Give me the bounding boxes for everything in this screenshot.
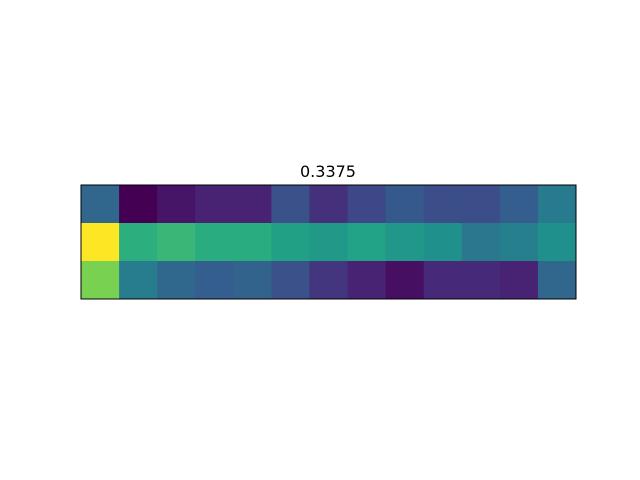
heatmap-cell-r1-c1 [119,223,158,262]
heatmap-cell-r1-c4 [233,223,272,262]
heatmap-cell-r1-c5 [271,223,310,262]
heatmap-cell-r0-c8 [385,185,425,224]
chart-title: 0.3375 [300,162,356,181]
heatmap-cell-r1-c8 [385,223,425,262]
heatmap-cell-r2-c9 [423,261,463,300]
heatmap-cell-r1-c0 [81,223,120,262]
heatmap-cell-r2-c3 [195,261,234,300]
heatmap-cell-r2-c4 [233,261,272,300]
heatmap-cell-r0-c3 [195,185,234,224]
heatmap-cell-r1-c7 [347,223,387,262]
heatmap-cell-r1-c2 [157,223,196,262]
heatmap-cell-r2-c10 [461,261,501,300]
heatmap-cell-r1-c10 [461,223,501,262]
heatmap-cell-r0-c11 [499,185,539,224]
heatmap-cell-r0-c9 [423,185,463,224]
heatmap-cell-r1-c3 [195,223,234,262]
heatmap-cell-r0-c6 [309,185,349,224]
heatmap-cell-r2-c7 [347,261,387,300]
heatmap-cell-r2-c5 [271,261,310,300]
heatmap-cell-r2-c12 [537,261,577,300]
heatmap-cell-r0-c2 [157,185,196,224]
heatmap-cell-r2-c0 [81,261,120,300]
heatmap-cell-r2-c11 [499,261,539,300]
heatmap-cell-r1-c9 [423,223,463,262]
heatmap-cell-r2-c2 [157,261,196,300]
heatmap-cells [81,185,577,300]
heatmap-cell-r0-c5 [271,185,310,224]
heatmap-cell-r2-c1 [119,261,158,300]
heatmap-cell-r2-c6 [309,261,349,300]
heatmap-cell-r1-c6 [309,223,349,262]
heatmap-cell-r1-c11 [499,223,539,262]
heatmap-cell-r0-c1 [119,185,158,224]
heatmap-cell-r0-c10 [461,185,501,224]
heatmap-cell-r0-c12 [537,185,577,224]
heatmap-cell-r0-c7 [347,185,387,224]
heatmap-cell-r1-c12 [537,223,577,262]
heatmap-cell-r0-c0 [81,185,120,224]
heatmap-cell-r0-c4 [233,185,272,224]
axes-frame [80,184,577,300]
heatmap-cell-r2-c8 [385,261,425,300]
